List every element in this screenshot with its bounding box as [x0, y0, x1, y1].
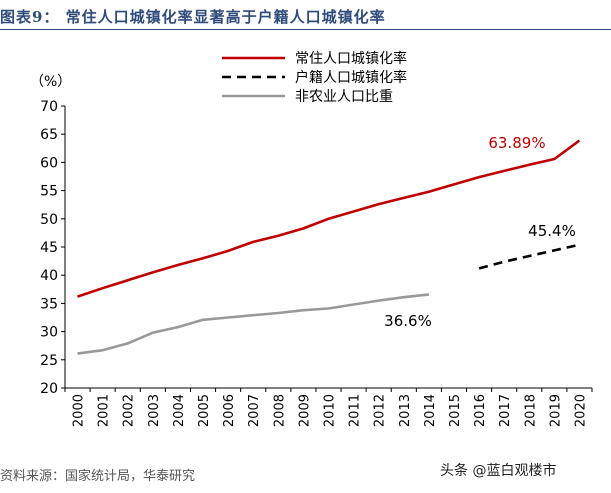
y-tick-label: 65	[40, 127, 58, 143]
x-tick-label: 2009	[297, 394, 312, 427]
watermark: 头条 @蓝白观楼市	[440, 463, 557, 479]
y-tick-label: 45	[40, 240, 58, 256]
x-tick-label: 2004	[172, 394, 187, 427]
y-tick-label: 40	[40, 268, 58, 284]
x-tick-label: 2010	[323, 394, 338, 427]
x-tick-label: 2014	[423, 394, 438, 427]
x-tick-label: 2005	[197, 394, 212, 427]
series-line-0	[77, 139, 581, 298]
series-line-2	[77, 293, 430, 355]
x-tick-label: 2002	[122, 394, 137, 427]
x-tick-label: 2016	[473, 394, 488, 427]
y-tick-label: 25	[40, 353, 58, 369]
legend-label-0: 常住人口城镇化率	[295, 50, 407, 67]
x-tick-label: 2013	[398, 394, 413, 427]
title-divider	[0, 29, 611, 30]
x-tick-label: 2020	[573, 394, 588, 427]
y-axis-label: （%）	[30, 74, 71, 90]
data-label: 45.4%	[528, 222, 576, 240]
data-label: 36.6%	[384, 312, 432, 330]
chart-title: 图表9： 常住人口城镇化率显著高于户籍人口城镇化率	[0, 8, 386, 26]
x-tick-label: 2017	[498, 394, 513, 427]
legend-label-2: 非农业人口比重	[295, 89, 393, 105]
x-tick-label: 2001	[97, 394, 112, 427]
x-tick-label: 2019	[548, 394, 563, 427]
x-tick-label: 2012	[373, 394, 388, 427]
y-tick-label: 70	[40, 99, 58, 115]
y-tick-label: 30	[40, 325, 58, 341]
x-tick-label: 2011	[348, 394, 363, 427]
y-tick-label: 20	[40, 381, 58, 397]
x-tick-label: 2018	[523, 394, 538, 427]
x-tick-label: 2006	[222, 394, 237, 427]
y-tick-label: 55	[40, 184, 58, 200]
series-line-1	[478, 243, 580, 270]
x-tick-label: 2000	[72, 394, 87, 427]
data-label: 63.89%	[488, 134, 545, 152]
source-note: 资料来源：国家统计局，华泰研究	[0, 469, 196, 484]
x-tick-label: 2003	[147, 394, 162, 427]
y-tick-label: 50	[40, 212, 58, 228]
x-tick-label: 2008	[272, 394, 287, 427]
y-tick-label: 60	[40, 155, 58, 171]
y-tick-label: 35	[40, 296, 58, 312]
legend-label-1: 户籍人口城镇化率	[295, 69, 407, 86]
x-tick-label: 2007	[247, 394, 262, 427]
x-tick-label: 2015	[448, 394, 463, 427]
